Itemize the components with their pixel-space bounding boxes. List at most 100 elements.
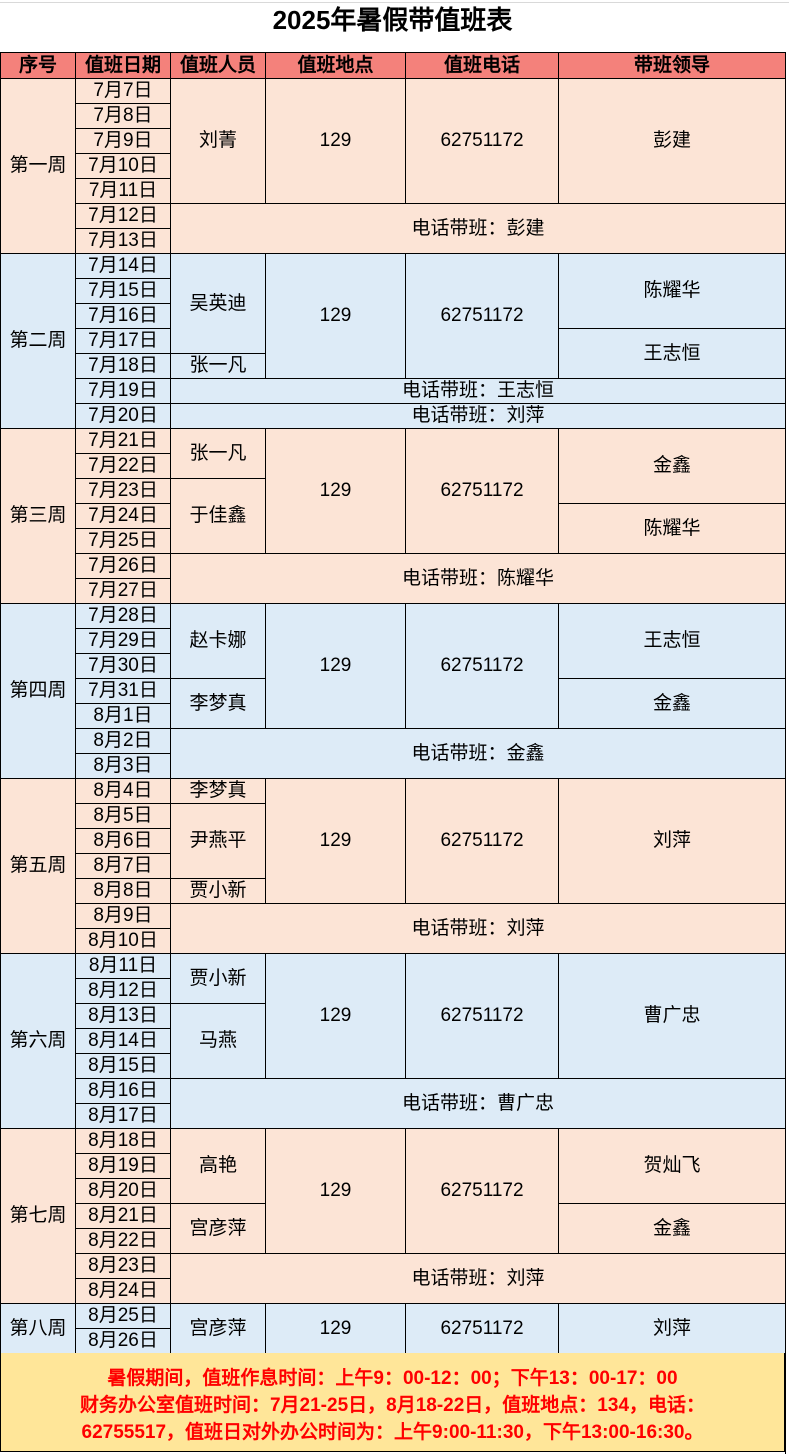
table-row: 7月23日 于佳鑫: [1, 478, 786, 554]
location-cell: 129: [265, 428, 406, 554]
duty-date: 7月22日: [75, 453, 171, 479]
header-seq: 序号: [0, 52, 76, 79]
table-row: 7月8日: [1, 103, 786, 129]
duty-date: 7月31日: [75, 678, 171, 704]
person-cell: 张一凡: [170, 428, 266, 479]
duty-date: 8月8日: [75, 878, 171, 904]
phone-cell: 62751172: [405, 78, 559, 204]
header-phone: 值班电话: [405, 52, 559, 79]
duty-date: 8月4日: [75, 778, 171, 804]
table-row: 8月12日: [1, 978, 786, 1004]
page-title: 2025年暑假带值班表: [272, 5, 513, 35]
duty-date: 8月18日: [75, 1128, 171, 1154]
table-row: 7月9日: [1, 128, 786, 154]
duty-date: 7月26日: [75, 553, 171, 579]
table-row: 第六周 8月11日 贾小新 129 62751172 曹广忠: [0, 953, 786, 1129]
week-label: 第五周: [0, 778, 76, 954]
phone-cell: 62751172: [405, 428, 559, 554]
duty-date: 7月19日: [75, 378, 171, 404]
table-row: 7月11日: [1, 178, 786, 204]
duty-date: 8月20日: [75, 1178, 171, 1204]
duty-date: 7月12日: [75, 203, 171, 229]
table-row: 8月15日: [1, 1053, 786, 1079]
duty-date: 7月8日: [75, 103, 171, 129]
person-cell: 吴英迪: [170, 253, 266, 354]
location-cell: 129: [265, 1303, 406, 1354]
table-row: 第二周 7月14日 吴英迪 129 62751172 陈耀华: [0, 253, 786, 429]
table-row: 8月17日: [1, 1103, 786, 1129]
duty-date: 7月18日: [75, 353, 171, 379]
person-cell: 马燕: [170, 1003, 266, 1079]
duty-date: 8月5日: [75, 803, 171, 829]
duty-date: 7月25日: [75, 528, 171, 554]
footer-line-2: 财务办公室值班时间：7月21-25日，8月18-22日，值班地点：134，电话：: [79, 1395, 706, 1416]
table-row: 7月13日: [1, 228, 786, 254]
footer-line-3: 62755517，值班日对外办公时间为：上午9:00-11:30，下午13:00…: [81, 1422, 704, 1443]
location-cell: 129: [265, 953, 406, 1079]
duty-date: 7月27日: [75, 578, 171, 604]
person-cell: 高艳: [170, 1128, 266, 1204]
table-row: 8月13日 马燕: [1, 1003, 786, 1079]
phone-duty-cell: 电话带班：刘萍: [170, 403, 786, 429]
location-cell: 129: [265, 603, 406, 729]
duty-date: 8月7日: [75, 853, 171, 879]
duty-date: 7月30日: [75, 653, 171, 679]
table-row: 8月10日: [1, 928, 786, 954]
phone-duty-cell: 电话带班：刘萍: [170, 903, 786, 954]
phone-cell: 62751172: [405, 1303, 559, 1354]
table-row: 8月3日: [1, 753, 786, 779]
duty-date: 7月10日: [75, 153, 171, 179]
header-leader: 带班领导: [558, 52, 786, 79]
person-cell: 贾小新: [170, 953, 266, 1004]
duty-date: 7月20日: [75, 403, 171, 429]
phone-cell: 62751172: [405, 603, 559, 729]
duty-date: 7月7日: [75, 78, 171, 104]
table-row: 7月27日: [1, 578, 786, 604]
table-row: 8月26日: [1, 1328, 786, 1354]
duty-date: 8月17日: [75, 1103, 171, 1129]
header-person: 值班人员: [170, 52, 266, 79]
leader-cell: 王志恒: [558, 328, 786, 379]
person-cell: 赵卡娜: [170, 603, 266, 679]
sheet-edge: [785, 52, 789, 1454]
table-row: 7月15日: [1, 278, 786, 304]
table-row: 第五周 8月4日 李梦真 129 62751172 刘萍: [0, 778, 786, 954]
footer-line-1: 暑假期间，值班作息时间：上午9：00-12：00；下午13：00-17：00: [107, 1368, 678, 1389]
person-cell: 宫彦萍: [170, 1203, 266, 1254]
leader-cell: 陈耀华: [558, 253, 786, 329]
duty-date: 8月22日: [75, 1228, 171, 1254]
header-location: 值班地点: [265, 52, 406, 79]
table-row: 7月18日 张一凡: [1, 353, 786, 379]
sheet-gridline: [0, 0, 789, 3]
header-row: 序号 值班日期 值班人员 值班地点 值班电话 带班领导: [0, 52, 786, 79]
duty-date: 8月23日: [75, 1253, 171, 1279]
person-cell: 李梦真: [170, 678, 266, 729]
leader-cell: 金鑫: [558, 428, 786, 504]
table-row: 7月20日 电话带班：刘萍: [1, 403, 786, 429]
table-row: 7月12日 电话带班：彭建: [1, 203, 786, 254]
table-row: 7月16日: [1, 303, 786, 329]
table-row: 7月17日 王志恒: [1, 328, 786, 379]
duty-date: 8月10日: [75, 928, 171, 954]
leader-cell: 刘萍: [558, 1303, 786, 1354]
table-row: 7月24日 陈耀华: [1, 503, 786, 554]
duty-date: 8月14日: [75, 1028, 171, 1054]
table-row: 第七周 8月18日 高艳 129 62751172 贺灿飞: [0, 1128, 786, 1304]
duty-date: 7月21日: [75, 428, 171, 454]
person-cell: 李梦真: [170, 778, 266, 804]
phone-duty-cell: 电话带班：彭建: [170, 203, 786, 254]
leader-cell: 金鑫: [558, 678, 786, 729]
duty-date: 7月28日: [75, 603, 171, 629]
duty-date: 7月13日: [75, 228, 171, 254]
duty-date: 7月24日: [75, 503, 171, 529]
leader-cell: 刘萍: [558, 778, 786, 904]
week-label: 第六周: [0, 953, 76, 1129]
duty-date: 7月23日: [75, 478, 171, 504]
phone-cell: 62751172: [405, 953, 559, 1079]
week-label: 第四周: [0, 603, 76, 779]
duty-date: 8月21日: [75, 1203, 171, 1229]
phone-duty-cell: 电话带班：王志恒: [170, 378, 786, 404]
duty-date: 7月14日: [75, 253, 171, 279]
table-row: 7月31日 李梦真 金鑫: [1, 678, 786, 729]
table-row: 8月1日: [1, 703, 786, 729]
